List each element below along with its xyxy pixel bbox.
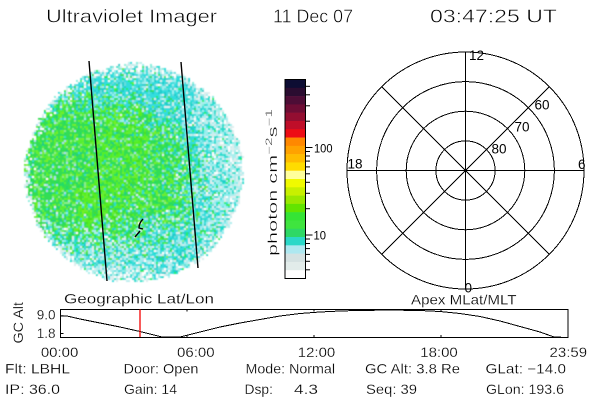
svg-text:GC Alt: 3.8 Re: GC Alt: 3.8 Re: [365, 361, 460, 377]
svg-text:GC Alt: GC Alt: [10, 302, 26, 344]
svg-text:GLat: −14.0: GLat: −14.0: [486, 361, 567, 377]
svg-text:9.0: 9.0: [37, 308, 56, 323]
svg-text:GLon: 193.6: GLon: 193.6: [486, 381, 564, 397]
svg-text:IP: 36.0: IP: 36.0: [5, 381, 60, 397]
svg-text:Ultraviolet Imager: Ultraviolet Imager: [46, 6, 217, 27]
svg-text:18: 18: [348, 157, 363, 172]
svg-text:Door: Open: Door: Open: [124, 361, 199, 377]
svg-text:Seq: 39: Seq: 39: [366, 381, 417, 397]
svg-text:18:00: 18:00: [420, 344, 458, 360]
svg-text:03:47:25 UT: 03:47:25 UT: [430, 6, 557, 27]
svg-text:100: 100: [314, 141, 333, 155]
svg-text:60: 60: [535, 98, 550, 113]
svg-text:photon cm−2s−1: photon cm−2s−1: [264, 109, 280, 256]
svg-text:Apex MLat/MLT: Apex MLat/MLT: [411, 292, 517, 308]
svg-text:70: 70: [515, 120, 530, 135]
svg-text:11 Dec 07: 11 Dec 07: [273, 6, 353, 27]
svg-text:Geographic Lat/Lon: Geographic Lat/Lon: [64, 290, 214, 306]
svg-text:12:00: 12:00: [298, 344, 336, 360]
svg-text:10: 10: [314, 228, 327, 242]
svg-text:4.3: 4.3: [294, 381, 318, 397]
svg-text:Gain: 14: Gain: 14: [124, 381, 177, 397]
svg-text:6: 6: [578, 157, 586, 172]
svg-text:12: 12: [469, 48, 484, 63]
svg-text:Mode: Normal: Mode: Normal: [246, 361, 336, 377]
svg-text:1.8: 1.8: [37, 326, 56, 341]
svg-text:23:59: 23:59: [550, 344, 588, 360]
svg-text:00:00: 00:00: [41, 344, 79, 360]
svg-text:06:00: 06:00: [177, 344, 215, 360]
svg-text:0: 0: [465, 281, 473, 296]
svg-text:Flt: LBHL: Flt: LBHL: [5, 361, 70, 377]
svg-text:Dsp:: Dsp:: [245, 381, 274, 397]
svg-text:80: 80: [492, 142, 507, 157]
